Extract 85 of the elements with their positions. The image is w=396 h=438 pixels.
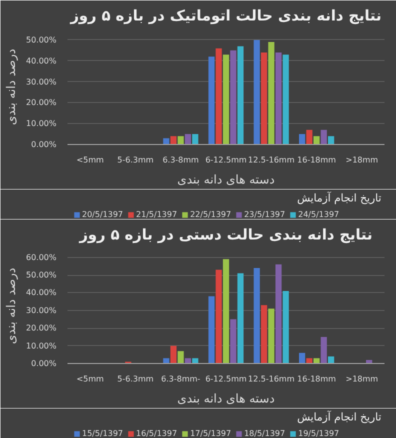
bar — [170, 346, 177, 364]
bar — [208, 296, 215, 364]
bar — [268, 308, 274, 364]
x-axis-title: دسته های دانه بندی — [177, 392, 275, 406]
x-tick-label: <5mm — [76, 374, 104, 384]
legend-label: 24/5/1397 — [298, 210, 340, 219]
bar — [320, 336, 327, 364]
y-tick-label: 50.00% — [26, 35, 57, 44]
y-tick-label: 30.00% — [26, 77, 57, 86]
bar — [222, 259, 230, 364]
bar — [328, 356, 334, 364]
x-axis-title: دسته های دانه بندی — [177, 172, 275, 186]
bar — [299, 352, 306, 364]
x-tick-label: 5-6.3mm — [117, 156, 154, 164]
bar — [216, 48, 222, 144]
bar — [178, 136, 184, 144]
x-tick-label: 12.5-16mm — [248, 156, 295, 164]
bar — [170, 136, 177, 144]
y-tick-label: 0.00% — [31, 359, 57, 368]
chart-title: نتایج دانه بندی حالت دستی در بازه ۵ روز — [78, 226, 373, 244]
y-axis-title: درصد دانه بندی — [4, 48, 18, 126]
legend-label: 21/5/1397 — [136, 210, 178, 219]
x-tick-label: 6-12.5mm — [205, 156, 247, 164]
bar — [192, 134, 198, 144]
y-axis-title: درصد دانه بندی — [4, 268, 18, 344]
bar — [192, 358, 198, 364]
legend-label: 20/5/1397 — [82, 210, 124, 219]
bar — [254, 40, 260, 144]
bar — [282, 290, 289, 364]
y-tick-label: 50.00% — [26, 270, 57, 280]
bar — [237, 273, 244, 364]
legend-label: 15/5/1397 — [82, 429, 124, 438]
bar — [260, 52, 268, 144]
bar — [282, 54, 289, 144]
x-tick-label: 16-18mm — [297, 156, 336, 164]
bar — [230, 319, 236, 364]
y-tick-label: 40.00% — [26, 56, 57, 66]
bar — [178, 351, 184, 364]
x-tick-label: >18mm — [346, 374, 378, 384]
legend-title: تاریخ انجام آزمایش — [297, 190, 382, 204]
bar — [163, 138, 170, 144]
bar — [208, 56, 215, 144]
x-tick-label: 6.3-8mm — [162, 156, 200, 164]
bar — [184, 134, 192, 144]
x-tick-label: <5mm — [76, 156, 104, 164]
bar — [184, 358, 192, 364]
x-tick-label: 12.5-16mm — [248, 374, 295, 384]
y-tick-label: 10.00% — [26, 341, 57, 350]
bar — [320, 130, 327, 144]
y-tick-label: 40.00% — [26, 288, 57, 298]
bar — [216, 270, 222, 364]
y-tick-label: 30.00% — [26, 306, 57, 315]
x-tick-label: 5-6.3mm — [117, 374, 154, 384]
legend-title: تاریخ انجام آزمایش — [297, 409, 382, 424]
y-tick-label: 60.00% — [26, 252, 57, 262]
x-tick-label: 6.3-8mm- — [161, 374, 200, 384]
legend-label: 16/5/1397 — [136, 429, 178, 438]
chart-title: نتایج دانه بندی حالت اتوماتیک در بازه ۵ روز — [69, 8, 382, 24]
bar — [230, 50, 236, 144]
legend-label: 19/5/1397 — [298, 429, 340, 438]
bar — [237, 46, 244, 144]
legend-label: 18/5/1397 — [244, 429, 286, 438]
bar — [299, 134, 306, 144]
y-tick-label: 0.00% — [31, 140, 57, 149]
bar — [306, 130, 312, 144]
legend-label: 17/5/1397 — [190, 429, 232, 438]
bar — [222, 54, 230, 144]
legend-label: 23/5/1397 — [244, 210, 286, 219]
bar — [260, 305, 268, 364]
bar — [313, 358, 320, 364]
bar — [268, 42, 274, 144]
x-tick-label: 16-18mm — [297, 374, 336, 384]
y-tick-label: 20.00% — [26, 324, 57, 333]
bar — [163, 358, 170, 364]
bar — [313, 136, 320, 144]
x-tick-label: 6-12.5mm — [205, 374, 247, 384]
x-tick-label: >18mm — [346, 156, 378, 164]
bar — [328, 136, 334, 144]
bar — [306, 358, 312, 364]
bar — [254, 268, 260, 364]
bar — [275, 264, 282, 364]
y-tick-label: 20.00% — [26, 98, 57, 108]
y-tick-label: 10.00% — [26, 119, 57, 128]
bar — [275, 52, 282, 144]
legend-label: 22/5/1397 — [190, 210, 232, 219]
